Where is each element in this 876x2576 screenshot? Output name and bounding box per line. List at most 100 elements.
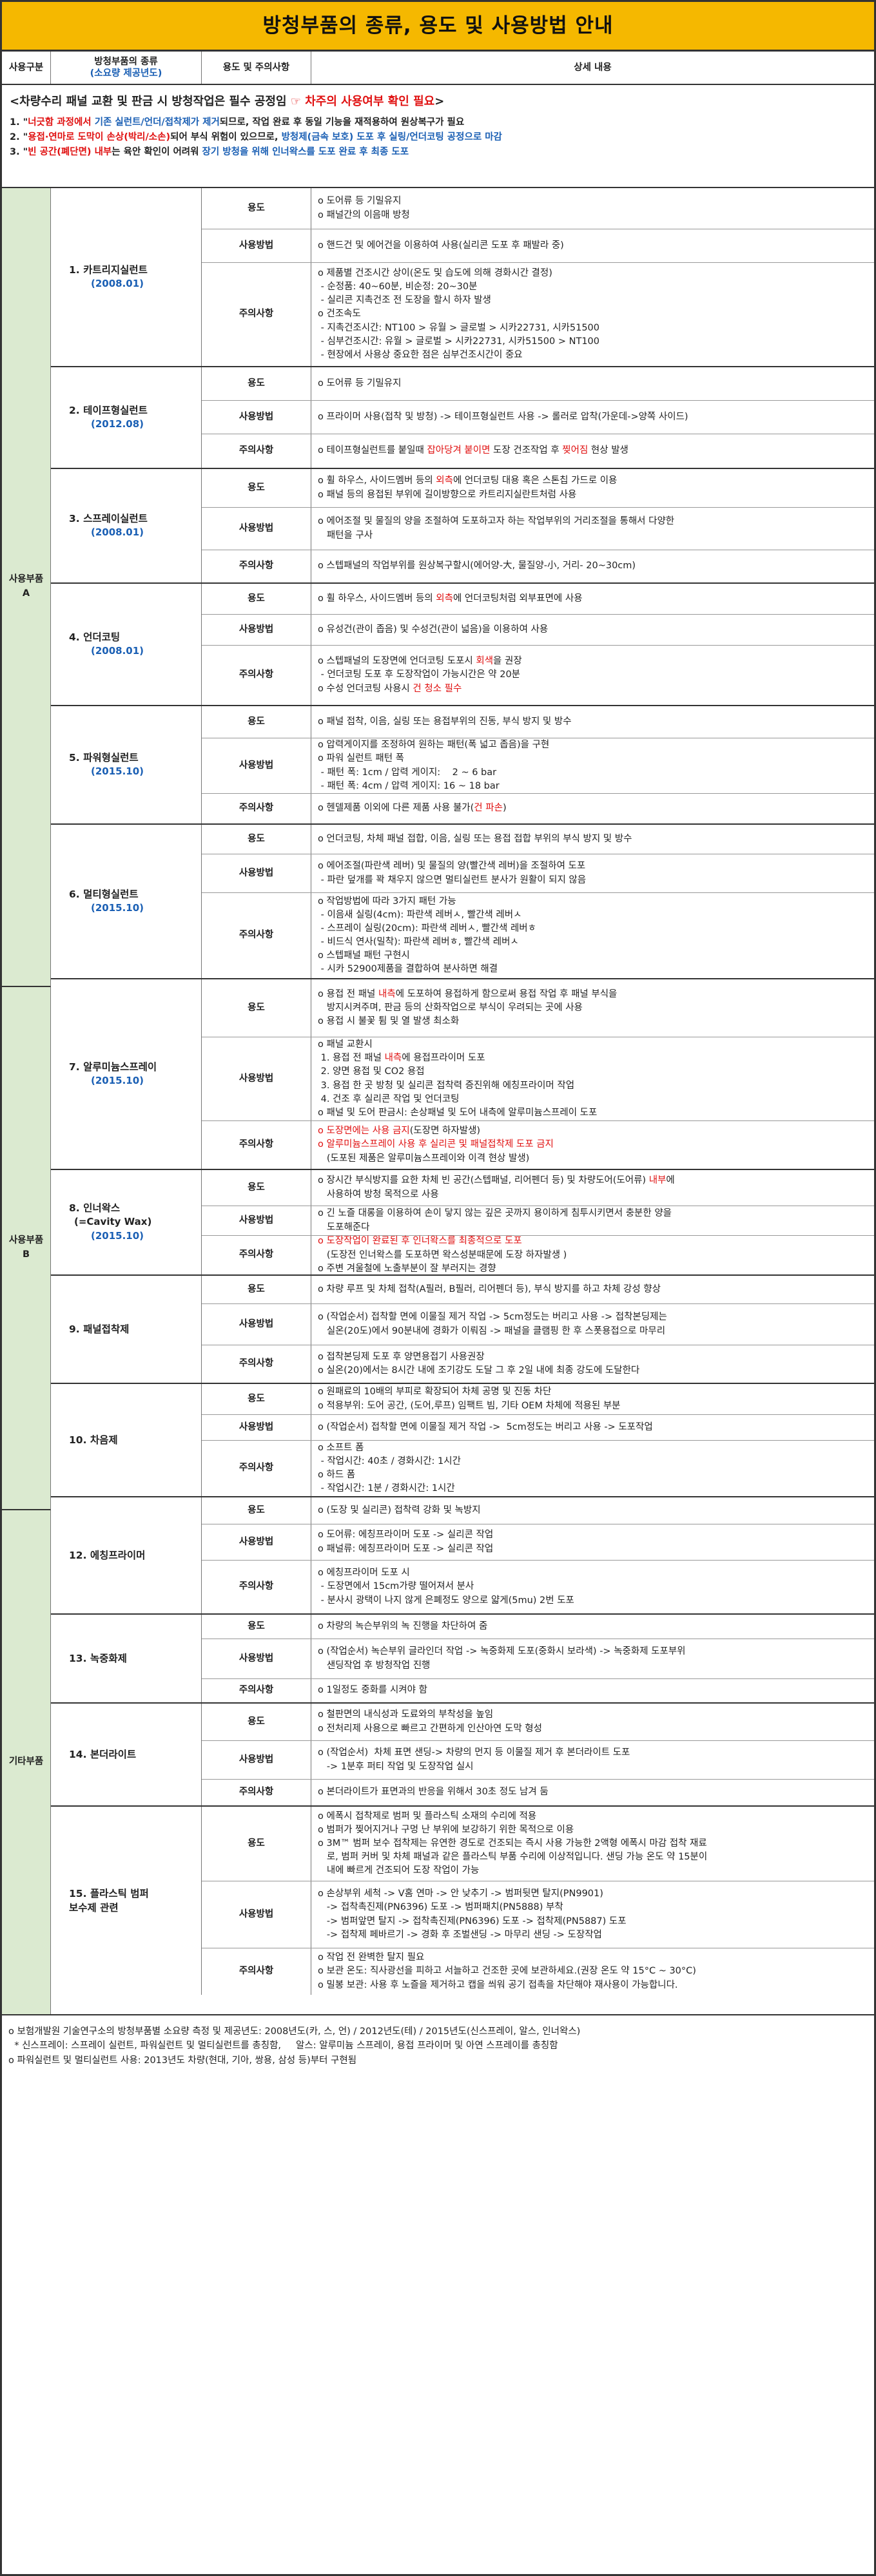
detail-line-seg: o 주변 겨울철에 노출부분이 잘 부러지는 경향 — [318, 1263, 496, 1274]
product-rows: 용도 o 패널 접착, 이음, 실링 또는 용접부위의 진동, 부식 방지 및 방… — [202, 706, 874, 823]
product-year: (2015.10) — [91, 902, 144, 914]
detail-line: o 건조속도 — [318, 307, 868, 321]
product-row-method: 사용방법 o 핸드건 및 에어건을 이용하여 사용(실리콘 도포 후 패발라 중) — [202, 229, 874, 263]
product-row-caution: 주의사항 o 도장면에는 사용 금지(도장면 하자발생) o 알루미늄스프레이 사용… — [202, 1121, 874, 1169]
product-name: 2. 테이프형실런트 — [69, 404, 148, 416]
product-name: 15. 플라스틱 범퍼 — [69, 1887, 149, 1899]
row-label-method: 사용방법 — [202, 854, 311, 892]
product-row-usage: 용도 o 언더코팅, 차체 패널 접합, 이음, 실링 또는 용접 접합 부위의 … — [202, 825, 874, 854]
product-row-caution: 주의사항 o 에칭프라이머 도포 시 - 도장면에서 15cm가량 떨어져서 분사… — [202, 1561, 874, 1613]
detail-line-seg: 내부 — [648, 1175, 667, 1186]
use-category-cell: 사용부품 A — [2, 188, 51, 987]
detail-line-seg: o 원패료의 10배의 부피로 확장되어 차체 공명 및 진동 차단 — [318, 1387, 552, 1398]
detail-line: - 현장에서 사용상 중요한 점은 심부건조시간이 중요 — [318, 349, 868, 362]
detail-line-seg: - 순정품: 40~60분, 비순정: 20~30분 — [318, 282, 478, 293]
product-name-cell: 7. 알루미늄스프레이 (2015.10) — [51, 979, 202, 1169]
product-row-method: 사용방법 o (작업순서) 접착할 면에 이물질 제거 작업 -> 5cm정도는 … — [202, 1304, 874, 1345]
product-rows: 용도 o 원패료의 10배의 부피로 확장되어 차체 공명 및 진동 차단 o 적용… — [202, 1384, 874, 1496]
product-name-cell: 8. 인너왁스 (=Cavity Wax) (2015.10) — [51, 1170, 202, 1274]
product-alias: (=Cavity Wax) — [74, 1216, 152, 1228]
product-row-usage: 용도 o 도어류 등 기밀유지 — [202, 367, 874, 401]
detail-line: 방지시켜주며, 판금 등의 산화작업으로 부식이 우려되는 곳에 사용 — [318, 1001, 868, 1015]
page-title: 방청부품의 종류, 용도 및 사용방법 안내 — [2, 2, 874, 52]
detail-line-seg: 사용하여 방청 목적으로 사용 — [318, 1189, 439, 1200]
detail-line: o 패널간의 이음매 방청 — [318, 209, 868, 222]
detail-line: 샌딩작업 후 방청작업 진행 — [318, 1659, 868, 1673]
row-detail: o 헨델제품 이외에 다른 제품 사용 불가(건 파손) — [311, 794, 874, 823]
detail-line: o 차량 루프 및 차체 접착(A필러, B필러, 리어펜더 등), 부식 방지… — [318, 1283, 868, 1296]
row-label-caution: 주의사항 — [202, 1780, 311, 1805]
product-name-cell: 14. 본더라이트 — [51, 1704, 202, 1805]
detail-line: - 작업시간: 1분 / 경화시간: 1시간 — [318, 1482, 868, 1495]
detail-line-seg: o 언더코팅, 차체 패널 접합, 이음, 실링 또는 용접 접합 부위의 부식… — [318, 833, 632, 844]
detail-line-seg: - 현장에서 사용상 중요한 점은 심부건조시간이 중요 — [318, 349, 523, 360]
detail-line: o 긴 노즐 대롱을 이용하여 손이 닿지 않는 깊은 곳까지 용이하게 침투시… — [318, 1207, 868, 1220]
product-name: 3. 스프레이실런트 — [69, 512, 148, 524]
product-name: 1. 카트리지실런트 — [69, 264, 148, 276]
detail-line: o 도어류 등 기밀유지 — [318, 195, 868, 208]
detail-line: 로, 범퍼 커버 및 차체 패널과 같은 플라스틱 부품 수리에 이상적입니다.… — [318, 1850, 868, 1864]
detail-line: - 패턴 폭: 4cm / 압력 게이지: 16 ~ 18 bar — [318, 780, 868, 793]
detail-line: 패턴을 구사 — [318, 529, 868, 543]
detail-line: o 실온(20)에서는 8시간 내에 조기강도 도달 그 후 2일 내에 최종 … — [318, 1364, 868, 1378]
row-label-caution: 주의사항 — [202, 1121, 311, 1169]
detail-line: - 작업시간: 40초 / 경화시간: 1시간 — [318, 1455, 868, 1468]
row-detail: o 원패료의 10배의 부피로 확장되어 차체 공명 및 진동 차단 o 적용부위… — [311, 1384, 874, 1414]
product-block: 5. 파워형실런트 (2015.10) 용도 o 패널 접착, 이음, 실링 또는 용… — [51, 706, 874, 825]
row-label-caution: 주의사항 — [202, 1948, 311, 1995]
row-label-usage: 용도 — [202, 979, 311, 1037]
notice-line-seg: 기존 실런트/언더/접착제가 제거 — [91, 117, 220, 128]
detail-line-seg: o (작업순서) 접착할 면에 이물질 제거 작업 -> 5cm정도는 버리고 … — [318, 1421, 653, 1432]
product-name-cell: 9. 패널접착제 — [51, 1276, 202, 1383]
detail-line-seg: o 패널 교환시 — [318, 1039, 373, 1050]
product-year: (2012.08) — [91, 418, 144, 430]
row-label-usage: 용도 — [202, 1497, 311, 1524]
detail-line-seg: o 파워 실런트 패턴 폭 — [318, 753, 405, 764]
product-block: 14. 본더라이트 용도 o 철판면의 내식성과 도료와의 부착성을 높임 o 전처리… — [51, 1704, 874, 1807]
product-block: 3. 스프레이실런트 (2008.01) 용도 o 휠 하우스, 사이드멤버 등의 외… — [51, 469, 874, 584]
notice-line-seg: 장기 방청을 위해 인너왁스를 도포 완료 후 최종 도포 — [202, 147, 409, 158]
detail-line: o 패널 접착, 이음, 실링 또는 용접부위의 진동, 부식 방지 및 방수 — [318, 715, 868, 729]
detail-line-seg: o 전처리제 사용으로 빠르고 간편하게 인산아연 도막 형성 — [318, 1723, 542, 1734]
row-detail: o 작업방법에 따라 3가지 패턴 가능 - 이음새 실링(4cm): 파란색 … — [311, 893, 874, 978]
row-detail: o 소프트 폼 - 작업시간: 40초 / 경화시간: 1시간 o 하드 폼 - … — [311, 1441, 874, 1496]
row-label-caution: 주의사항 — [202, 1345, 311, 1383]
detail-line-seg: (도장전 인너왁스를 도포하면 왁스성분때문에 도장 하자발생 ) — [318, 1249, 567, 1260]
row-detail: o 도장면에는 사용 금지(도장면 하자발생) o 알루미늄스프레이 사용 후 실… — [311, 1121, 874, 1169]
notice-line-seg: 2. " — [10, 132, 28, 143]
detail-line-seg: - 심부건조시간: 유월 > 글로벌 > 시카22731, 시카51500 > … — [318, 336, 599, 347]
detail-line-seg: o 에어조절 및 물질의 양을 조절하여 도포하고자 하는 작업부위의 거리조절… — [318, 516, 675, 527]
row-label-method: 사용방법 — [202, 1304, 311, 1345]
detail-line: o 도어류: 에칭프라이머 도포 -> 실리콘 작업 — [318, 1528, 868, 1542]
row-label-usage: 용도 — [202, 1807, 311, 1881]
detail-line: o 알루미늄스프레이 사용 후 실리콘 및 패널접착제 도포 금지 — [318, 1138, 868, 1151]
detail-line: o (작업순서) 차체 표면 샌딩-> 차량의 먼지 등 이물질 제거 후 본더… — [318, 1746, 868, 1760]
product-year: (2015.10) — [91, 1230, 144, 1242]
row-label-method: 사용방법 — [202, 1881, 311, 1948]
detail-line-seg: 샌딩작업 후 방청작업 진행 — [318, 1660, 431, 1671]
product-row-usage: 용도 o (도장 및 실리콘) 접착력 강화 및 녹방지 — [202, 1497, 874, 1524]
detail-line-seg: 내측 — [384, 1053, 402, 1064]
product-rows: 용도 o 철판면의 내식성과 도료와의 부착성을 높임 o 전처리제 사용으로 빠르… — [202, 1704, 874, 1805]
product-rows: 용도 o 도어류 등 기밀유지 사용방법 o 프라이머 사용(접착 및 방청) -> … — [202, 367, 874, 468]
product-row-usage: 용도 o 용접 전 패널 내측에 도포하여 용접하게 함으로써 용접 작업 후 패… — [202, 979, 874, 1037]
detail-line-seg: o 도어류: 에칭프라이머 도포 -> 실리콘 작업 — [318, 1530, 494, 1541]
row-detail: o 도어류: 에칭프라이머 도포 -> 실리콘 작업 o 패널류: 에칭프라이머 … — [311, 1524, 874, 1560]
detail-line: o 도장면에는 사용 금지(도장면 하자발생) — [318, 1124, 868, 1138]
row-label-usage: 용도 — [202, 367, 311, 400]
product-row-usage: 용도 o 장시간 부식방지를 요한 차체 빈 공간(스텝패널, 리어펜더 등) 및… — [202, 1170, 874, 1206]
detail-line: o 본더라이트가 표면과의 반응을 위해서 30초 정도 남겨 둠 — [318, 1785, 868, 1799]
product-row-method: 사용방법 o (작업순서) 녹슨부위 글라인더 작업 -> 녹중화제 도포(중화시… — [202, 1639, 874, 1679]
detail-line-seg: o 패널 접착, 이음, 실링 또는 용접부위의 진동, 부식 방지 및 방수 — [318, 716, 572, 727]
detail-line-seg: 에 언더코팅처럼 외부표면에 사용 — [453, 593, 583, 604]
row-label-method: 사용방법 — [202, 1415, 311, 1440]
detail-line-seg: o 용접 시 불꽃 튐 및 열 발생 최소화 — [318, 1016, 460, 1026]
detail-line: 실온(20도)에서 90분내에 경화가 이뤄짐 -> 패널을 클램핑 한 후 스… — [318, 1325, 868, 1338]
detail-line: -> 접착제 페바르기 -> 경화 후 조벌샌딩 -> 마무리 샌딩 -> 도장… — [318, 1928, 868, 1942]
detail-line-seg: o 접착본딩제 도포 후 양면용접기 사용권장 — [318, 1351, 485, 1362]
product-row-caution: 주의사항 o 도장작업이 완료된 후 인너왁스를 최종적으로 도포 (도장전 인너… — [202, 1236, 874, 1274]
detail-line-seg: o 스텝패널의 작업부위를 원상복구할시(에어양-大, 물질양-小, 거리- 2… — [318, 561, 636, 572]
use-category-cell: 사용부품 B — [2, 987, 51, 1510]
notice-lines: 1. "너긋함 과정에서 기존 실런트/언더/접착제가 제거되므로, 작업 완료… — [10, 115, 874, 160]
row-label-method: 사용방법 — [202, 1524, 311, 1560]
